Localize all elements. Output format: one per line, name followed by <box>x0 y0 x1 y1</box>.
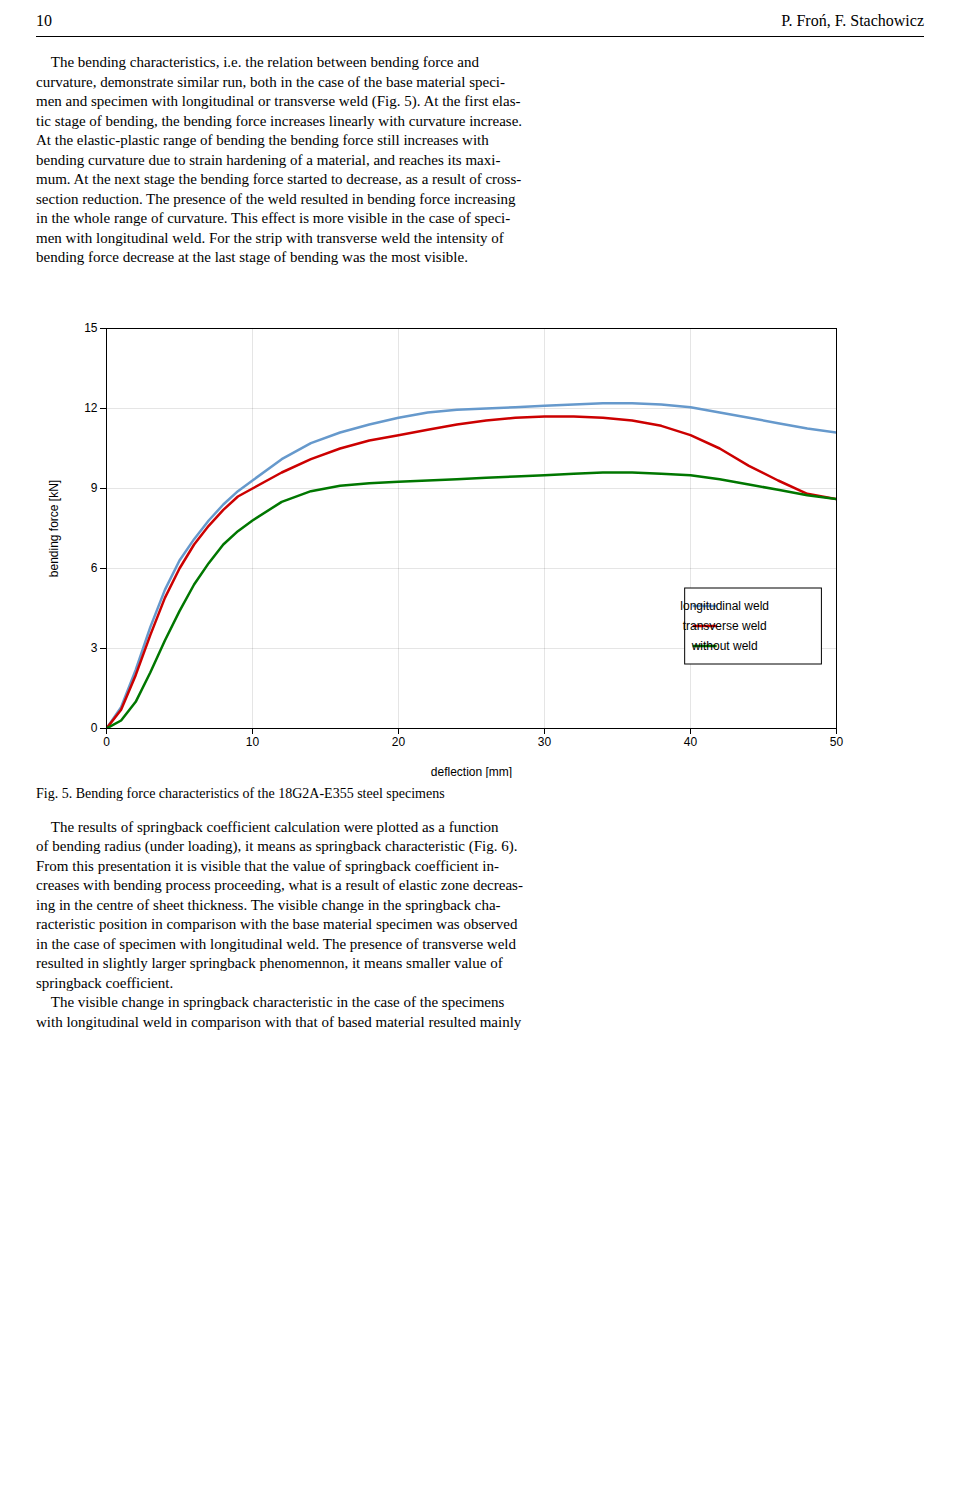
html-text:resulted in slightly larger sp: resulted in slightly larger springback p… <box>36 955 503 971</box>
svg-text:20: 20 <box>392 735 406 749</box>
svg-text:0: 0 <box>91 721 98 735</box>
html-text:At the elastic-plastic range o: At the elastic-plastic range of bending … <box>36 132 489 148</box>
html-text:with longitudinal weld in comp: with longitudinal weld in comparison wit… <box>36 1013 522 1030</box>
html-text:From this presentation it is v: From this presentation it is visible tha… <box>36 857 499 874</box>
html-text:in the case of specimen with l: in the case of specimen with longitudina… <box>36 935 516 952</box>
svg-text:transverse weld: transverse weld <box>683 619 767 633</box>
html-text:of bending radius (under loadi: of bending radius (under loading), it me… <box>36 838 518 854</box>
svg-text:without weld: without weld <box>691 639 758 653</box>
svg-text:9: 9 <box>91 481 98 495</box>
svg-text:longitudinal weld: longitudinal weld <box>680 599 769 613</box>
svg-text:12: 12 <box>84 401 98 415</box>
html-text:springback coefficient.: springback coefficient. <box>36 974 174 991</box>
html-text:mum. At the next stage the ben: mum. At the next stage the bending force… <box>36 171 522 187</box>
svg-text:deflection [mm]: deflection [mm] <box>431 764 512 778</box>
html-text:men with longitudinal weld. Fo: men with longitudinal weld. For the stri… <box>36 229 504 246</box>
html-text:creases with bending process p: creases with bending process proceeding,… <box>36 877 523 893</box>
svg-text:15: 15 <box>84 321 98 335</box>
svg-text:3: 3 <box>91 641 98 655</box>
html-text:The bending characteristics, i: The bending characteristics, i.e. the re… <box>36 54 479 70</box>
html-text:10: 10 <box>36 12 52 29</box>
html-text:ing in the centre of sheet thi: ing in the centre of sheet thickness. Th… <box>36 896 501 913</box>
svg-text:40: 40 <box>684 735 698 749</box>
html-text:The results of springback coef: The results of springback coefficient ca… <box>36 818 499 835</box>
html-text:Fig. 5. Bending force characte: Fig. 5. Bending force characteristics of… <box>36 785 445 801</box>
html-text:racteristic position in compar: racteristic position in comparison with … <box>36 916 518 932</box>
html-text:P. Froń, F. Stachowicz: P. Froń, F. Stachowicz <box>781 12 924 29</box>
html-text:men and specimen with longitud: men and specimen with longitudinal or tr… <box>36 93 521 109</box>
html-text:in the whole range of curvatur: in the whole range of curvature. This ef… <box>36 210 511 226</box>
html-text:curvature, demonstrate similar: curvature, demonstrate similar run, both… <box>36 73 505 90</box>
html-text:bending force decrease at the: bending force decrease at the last stage… <box>36 249 468 265</box>
svg-text:0: 0 <box>103 735 110 749</box>
html-text:bending curvature due to strai: bending curvature due to strain hardenin… <box>36 151 501 168</box>
svg-text:10: 10 <box>246 735 260 749</box>
html-text:section reduction. The presenc: section reduction. The presence of the w… <box>36 190 516 207</box>
html-text:The visible change in springba: The visible change in springback charact… <box>36 994 505 1010</box>
svg-text:30: 30 <box>538 735 552 749</box>
svg-text:50: 50 <box>830 735 844 749</box>
svg-text:bending force [kN]: bending force [kN] <box>47 479 61 576</box>
svg-text:6: 6 <box>91 561 98 575</box>
html-text:tic stage of bending, the bend: tic stage of bending, the bending force … <box>36 112 523 129</box>
